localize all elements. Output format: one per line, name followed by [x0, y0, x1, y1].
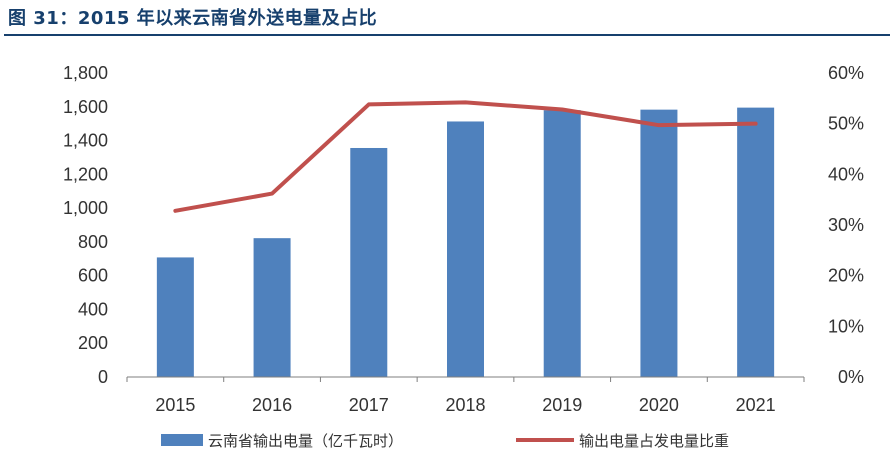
bar	[447, 121, 484, 378]
x-tick-label: 2015	[155, 395, 195, 415]
y-right-tick-label: 40%	[828, 164, 864, 184]
x-axis: 2015 2016 2017 2018 2019 2020 2021	[126, 377, 805, 415]
x-tick-label: 2020	[639, 395, 679, 415]
y-left-tick-label: 1,800	[63, 63, 108, 83]
y-right-tick-label: 0%	[838, 367, 864, 387]
right-axis: 0% 10% 20% 30% 40% 50% 60%	[828, 63, 864, 387]
x-tick-label: 2017	[349, 395, 389, 415]
x-tick-label: 2018	[445, 395, 485, 415]
title-rule	[4, 34, 890, 36]
bar	[253, 238, 291, 377]
legend-bar-swatch	[161, 434, 203, 446]
bar	[737, 107, 775, 377]
y-right-tick-label: 60%	[828, 63, 864, 83]
y-right-tick-label: 20%	[828, 266, 864, 286]
legend: 云南省输出电量（亿千瓦时） 输出电量占发电量比重	[161, 432, 729, 450]
legend-line-label: 输出电量占发电量比重	[579, 432, 729, 450]
bar	[640, 109, 678, 377]
x-tick-label: 2019	[542, 395, 582, 415]
share-line	[173, 100, 758, 213]
y-right-tick-label: 50%	[828, 114, 864, 134]
x-tick-label: 2016	[252, 395, 292, 415]
y-left-tick-label: 1,400	[63, 131, 108, 151]
y-left-tick-label: 600	[78, 266, 108, 286]
left-axis: 0 200 400 600 800 1,000 1,200 1,400 1,600 1,800	[63, 63, 108, 387]
y-left-tick-label: 800	[78, 232, 108, 252]
bar	[156, 257, 194, 377]
y-left-tick-label: 400	[78, 299, 108, 319]
y-left-tick-label: 1,200	[63, 164, 108, 184]
bar-series	[156, 107, 775, 378]
y-left-tick-label: 0	[98, 367, 108, 387]
bar	[543, 110, 581, 378]
x-tick-label: 2021	[736, 395, 776, 415]
y-right-tick-label: 30%	[828, 215, 864, 235]
bar	[350, 147, 388, 377]
y-left-tick-label: 200	[78, 333, 108, 353]
y-left-tick-label: 1,000	[63, 198, 108, 218]
y-left-tick-label: 1,600	[63, 97, 108, 117]
y-right-tick-label: 10%	[828, 316, 864, 336]
legend-bar-label: 云南省输出电量（亿千瓦时）	[208, 432, 403, 450]
figure-title: 图 31：2015 年以来云南省外送电量及占比	[8, 8, 378, 29]
